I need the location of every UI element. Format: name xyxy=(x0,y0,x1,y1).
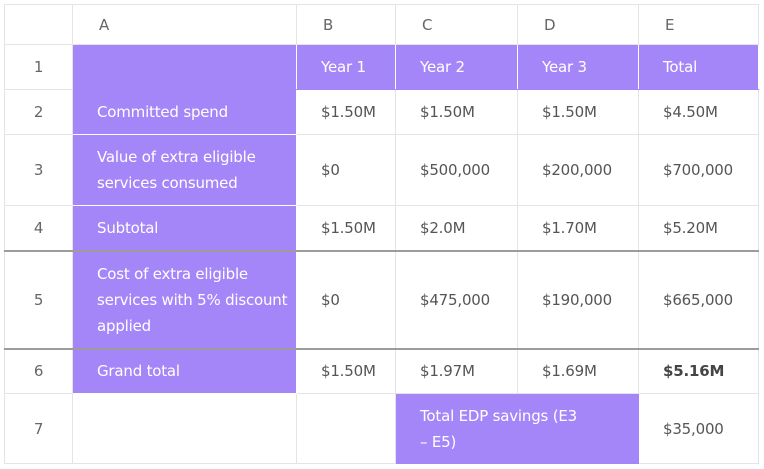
cell-d1[interactable]: Year 3 xyxy=(517,44,639,90)
cell-d2[interactable]: $1.50M xyxy=(517,89,639,135)
cell-e7[interactable]: $35,000 xyxy=(638,393,759,464)
cell-e3[interactable]: $700,000 xyxy=(638,134,759,206)
total-edp-savings-label[interactable]: Total EDP savings (E3 – E5) xyxy=(395,393,639,464)
cell-d4[interactable]: $1.70M xyxy=(517,205,639,251)
cell-b1[interactable]: Year 1 xyxy=(296,44,396,90)
row-number[interactable]: 5 xyxy=(4,249,73,349)
row-number[interactable]: 4 xyxy=(4,205,73,251)
cell-d6[interactable]: $1.69M xyxy=(517,347,639,394)
row-number[interactable]: 2 xyxy=(4,89,73,135)
cell-e2[interactable]: $4.50M xyxy=(638,89,759,135)
cell-a2[interactable]: Committed spend xyxy=(72,89,297,135)
cell-a5[interactable]: Cost of extra eligible services with 5% … xyxy=(72,249,297,349)
cell-b3[interactable]: $0 xyxy=(296,134,396,206)
cell-a3[interactable]: Value of extra eligible services consume… xyxy=(72,134,297,206)
cell-e1[interactable]: Total xyxy=(638,44,759,90)
table-row: 5 Cost of extra eligible services with 5… xyxy=(4,249,759,349)
column-header-d[interactable]: D xyxy=(517,4,639,45)
column-header-b[interactable]: B xyxy=(296,4,396,45)
cell-a1[interactable] xyxy=(72,44,297,90)
cell-c6[interactable]: $1.97M xyxy=(395,347,518,394)
column-header-row: A B C D E xyxy=(4,4,759,45)
cell-d5[interactable]: $190,000 xyxy=(517,249,639,349)
cell-c4[interactable]: $2.0M xyxy=(395,205,518,251)
table-row: 1 Year 1 Year 2 Year 3 Total xyxy=(4,44,759,90)
cell-a6[interactable]: Grand total xyxy=(72,347,297,394)
row-number[interactable]: 7 xyxy=(4,393,73,464)
corner-cell[interactable] xyxy=(4,4,73,45)
cell-a7[interactable] xyxy=(72,393,297,464)
savings-spreadsheet: A B C D E 1 Year 1 Year 2 Year 3 Total 2… xyxy=(4,4,759,464)
cell-b7[interactable] xyxy=(296,393,396,464)
table-row: 6 Grand total $1.50M $1.97M $1.69M $5.16… xyxy=(4,347,759,394)
column-header-e[interactable]: E xyxy=(638,4,759,45)
cell-c1[interactable]: Year 2 xyxy=(395,44,518,90)
cell-d3[interactable]: $200,000 xyxy=(517,134,639,206)
cell-e6[interactable]: $5.16M xyxy=(638,347,759,394)
cell-b6[interactable]: $1.50M xyxy=(296,347,396,394)
cell-e4[interactable]: $5.20M xyxy=(638,205,759,251)
table-row: 2 Committed spend $1.50M $1.50M $1.50M $… xyxy=(4,89,759,135)
column-header-a[interactable]: A xyxy=(72,4,297,45)
row-number[interactable]: 3 xyxy=(4,134,73,206)
row-number[interactable]: 6 xyxy=(4,347,73,394)
cell-b4[interactable]: $1.50M xyxy=(296,205,396,251)
cell-c3[interactable]: $500,000 xyxy=(395,134,518,206)
column-header-c[interactable]: C xyxy=(395,4,518,45)
table-row: 4 Subtotal $1.50M $2.0M $1.70M $5.20M xyxy=(4,205,759,251)
cell-c5[interactable]: $475,000 xyxy=(395,249,518,349)
cell-a4[interactable]: Subtotal xyxy=(72,205,297,251)
cell-b2[interactable]: $1.50M xyxy=(296,89,396,135)
cell-b5[interactable]: $0 xyxy=(296,249,396,349)
table-row: 7 Total EDP savings (E3 – E5) $35,000 xyxy=(4,393,759,464)
table-row: 3 Value of extra eligible services consu… xyxy=(4,134,759,206)
cell-c2[interactable]: $1.50M xyxy=(395,89,518,135)
cell-e5[interactable]: $665,000 xyxy=(638,249,759,349)
row-number[interactable]: 1 xyxy=(4,44,73,90)
